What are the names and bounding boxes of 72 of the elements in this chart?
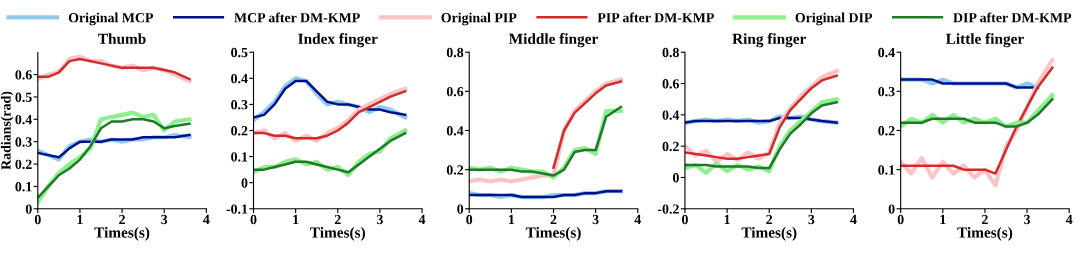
x-tick-label: 4 xyxy=(634,214,641,224)
x-tick-label: 0 xyxy=(682,214,688,225)
chart-title: Ring finger xyxy=(732,33,807,48)
x-tick-label: 4 xyxy=(203,214,210,224)
legend-label: Original PIP xyxy=(441,12,517,26)
chart-title: Thumb xyxy=(98,33,146,45)
y-tick-label: 0.3 xyxy=(15,137,32,147)
x-tick-label: 4 xyxy=(850,214,857,224)
y-tick-label: 0.3 xyxy=(878,86,895,97)
chart-title: Index finger xyxy=(298,33,378,48)
y-tick-label: 0.1 xyxy=(878,165,895,175)
x-tick-label: 2 xyxy=(334,214,341,224)
x-tick-label: 4 xyxy=(418,214,426,224)
legend-label: MCP after DM-KMP xyxy=(234,12,360,23)
y-tick-label: 0 xyxy=(457,204,464,214)
y-tick-label: 0.8 xyxy=(662,47,679,58)
x-tick-label: 2 xyxy=(550,214,557,224)
x-tick-label: 3 xyxy=(808,214,815,225)
y-tick-label: 0.4 xyxy=(878,47,895,58)
y-tick-label: -0.2 xyxy=(657,204,679,214)
x-axis-title: Times(s) xyxy=(310,226,365,241)
y-tick-label: 0.2 xyxy=(446,165,464,175)
y-tick-label: 0 xyxy=(888,204,895,214)
x-axis-title: Times(s) xyxy=(741,226,797,241)
y-tick-label: 0.2 xyxy=(15,159,32,170)
legend-label: DIP after DM-KMP xyxy=(953,12,1072,23)
x-tick-label: 1 xyxy=(509,214,515,224)
y-tick-label: 0.3 xyxy=(231,99,248,110)
y-tick-label: 0 xyxy=(25,204,32,214)
legend-label: Original MCP xyxy=(68,12,154,26)
x-tick-label: 3 xyxy=(1024,214,1031,225)
x-tick-label: 3 xyxy=(376,214,383,225)
x-tick-label: 0 xyxy=(34,214,41,225)
y-tick-label: 0.4 xyxy=(15,114,32,125)
x-tick-label: 4 xyxy=(1065,214,1073,224)
y-tick-label: 0 xyxy=(672,173,679,183)
y-tick-label: 0.6 xyxy=(662,79,679,89)
y-tick-label: 0.4 xyxy=(231,73,248,84)
y-tick-label: 0.8 xyxy=(446,47,464,58)
x-tick-label: 0 xyxy=(897,214,904,225)
y-tick-label: 0.6 xyxy=(446,86,464,97)
y-tick-label: 0.2 xyxy=(878,126,895,136)
y-tick-label: -0.1 xyxy=(226,204,248,214)
x-tick-label: 3 xyxy=(161,214,168,225)
y-tick-label: 0.5 xyxy=(231,47,248,58)
y-tick-label: 0.1 xyxy=(231,152,248,162)
y-tick-label: 0 xyxy=(241,178,248,188)
y-tick-label: 0.1 xyxy=(15,182,32,192)
x-tick-label: 1 xyxy=(77,214,83,224)
y-tick-label: 0.4 xyxy=(446,126,464,136)
chart-title: Middle finger xyxy=(508,33,598,48)
legend-label: Original DIP xyxy=(795,12,873,26)
x-tick-label: 2 xyxy=(119,214,125,224)
x-tick-label: 0 xyxy=(250,214,257,225)
chart-title: Little finger xyxy=(945,33,1024,48)
x-tick-label: 1 xyxy=(724,214,730,224)
x-tick-label: 0 xyxy=(466,214,473,225)
y-tick-label: 0.2 xyxy=(662,141,679,152)
x-tick-label: 1 xyxy=(293,214,299,224)
x-tick-label: 2 xyxy=(766,214,773,224)
y-tick-label: 0.5 xyxy=(15,92,32,102)
legend-label: PIP after DM-KMP xyxy=(597,12,714,23)
x-tick-label: 2 xyxy=(982,214,988,224)
y-tick-label: 0.4 xyxy=(662,110,680,120)
x-axis-title: Times(s) xyxy=(957,226,1013,241)
x-tick-label: 1 xyxy=(940,214,946,224)
y-tick-label: 0.6 xyxy=(15,70,32,80)
x-axis-title: Times(s) xyxy=(94,226,150,241)
x-tick-label: 3 xyxy=(592,214,599,225)
x-axis-title: Times(s) xyxy=(525,226,581,241)
y-tick-label: 0.2 xyxy=(231,126,248,136)
y-axis-title: Radians(rad) xyxy=(0,91,14,170)
